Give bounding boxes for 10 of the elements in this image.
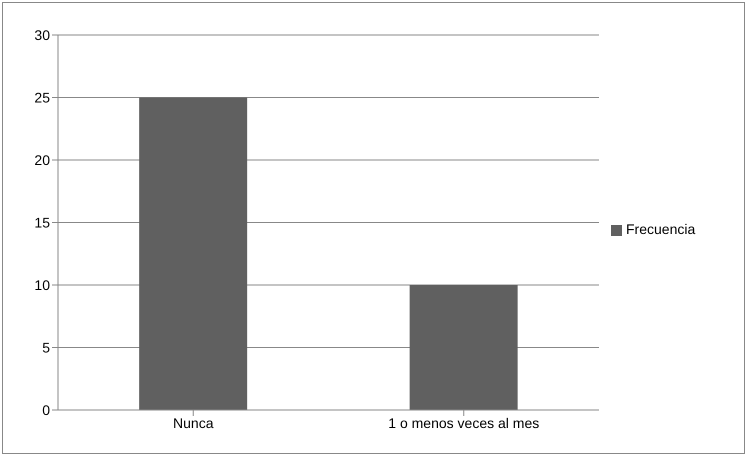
y-tick-label: 5 <box>42 339 50 356</box>
y-tick-label: 20 <box>34 152 50 168</box>
y-tick-label: 10 <box>34 276 50 293</box>
x-tick-label: 1 o menos veces al mes <box>388 414 540 431</box>
y-tick-label: 25 <box>34 89 50 106</box>
legend-label: Frecuencia <box>626 221 696 237</box>
y-tick-label: 30 <box>34 26 50 43</box>
y-tick-label: 0 <box>42 402 50 418</box>
y-tick-label: 15 <box>34 214 50 230</box>
x-tick-label: Nunca <box>173 414 214 431</box>
